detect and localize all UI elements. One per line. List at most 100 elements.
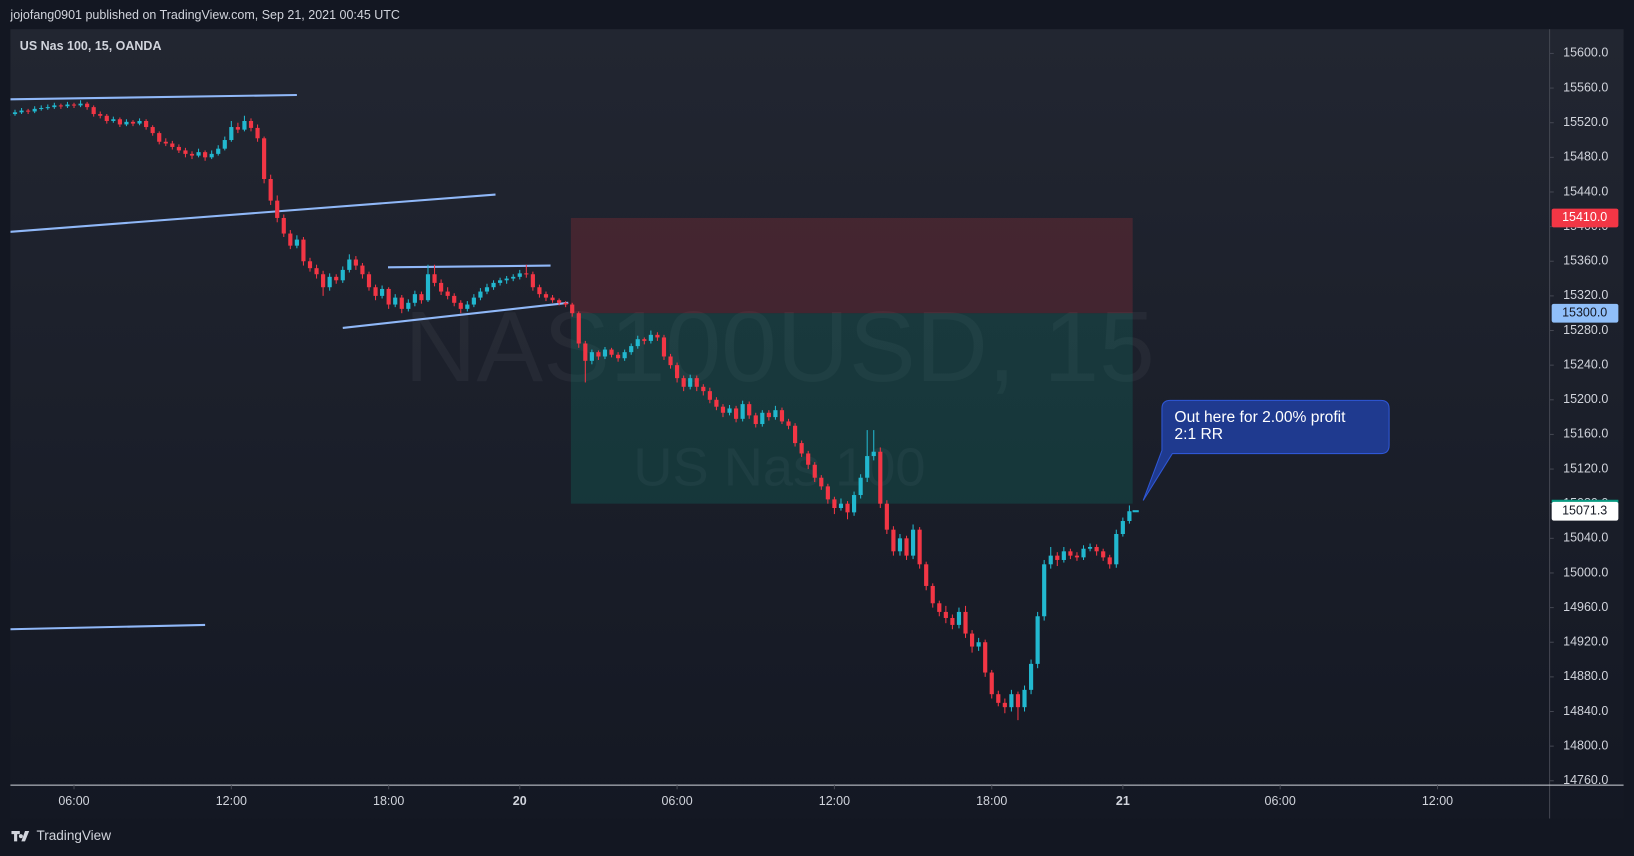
- candle-body: [517, 273, 522, 277]
- target-zone: [570, 313, 1133, 504]
- candle-body: [1002, 702, 1007, 708]
- candle-body: [91, 107, 96, 115]
- candle-body: [26, 110, 31, 112]
- candle-body: [347, 259, 352, 270]
- candle-body: [183, 150, 188, 154]
- candle-body: [144, 120, 149, 128]
- watermark: NAS100USD, 15: [404, 291, 1155, 403]
- candle-body: [806, 453, 811, 465]
- x-tick-label: 12:00: [819, 794, 850, 808]
- candle-body: [950, 617, 955, 625]
- candle-body: [216, 148, 221, 154]
- candle-body: [563, 302, 568, 305]
- candle-body: [688, 378, 693, 387]
- candle-body: [78, 103, 83, 106]
- candle-body: [865, 456, 870, 478]
- candle-body: [366, 274, 372, 288]
- stop-price-tag-bg: [1551, 208, 1619, 228]
- candle-body: [622, 352, 627, 359]
- candle-body: [694, 378, 699, 387]
- candle-body: [1074, 555, 1080, 558]
- y-tick-label: 14880.0: [1563, 669, 1608, 683]
- candle-body: [157, 133, 162, 142]
- y-tick-label: 14960.0: [1563, 600, 1608, 614]
- candle-body: [668, 356, 673, 366]
- candle-body: [937, 603, 942, 612]
- candle-body: [1028, 663, 1034, 690]
- x-tick-label: 18:00: [373, 794, 404, 808]
- candle-body: [943, 611, 948, 618]
- candle-body: [393, 297, 398, 305]
- stop-price-tag: 15410.0: [1562, 210, 1607, 224]
- candle-body: [85, 103, 90, 108]
- candle-body: [583, 343, 588, 361]
- brand-logo: [11, 830, 30, 842]
- trendline: [387, 264, 551, 269]
- candle-body: [740, 404, 745, 419]
- candle-body: [511, 276, 516, 279]
- candle-body: [1107, 557, 1112, 565]
- y-tick-label: 15040.0: [1563, 531, 1608, 545]
- candle-body: [334, 276, 339, 281]
- x-tick-label: 21: [1116, 794, 1130, 808]
- entry-price-tag: 15300.0: [1562, 305, 1607, 319]
- candle-body: [1114, 533, 1119, 565]
- last-price-tag-bg: [1551, 501, 1619, 521]
- candle-body: [209, 153, 214, 158]
- candle-body: [557, 300, 562, 303]
- y-tick-label: 14920.0: [1563, 635, 1608, 649]
- candle-body: [792, 425, 798, 444]
- candle-body: [648, 334, 653, 341]
- y-tick-label: 14800.0: [1563, 738, 1608, 752]
- y-tick-label: 14840.0: [1563, 704, 1608, 718]
- callout-line: Out here for 2.00% profit: [1174, 409, 1346, 426]
- candle-body: [1022, 689, 1027, 708]
- x-tick-label: 12:00: [1422, 794, 1453, 808]
- y-tick-label: 15560.0: [1563, 80, 1608, 94]
- candle-body: [714, 399, 719, 407]
- candle-body: [681, 378, 686, 387]
- candle-body: [1127, 511, 1132, 522]
- y-tick-label: 15360.0: [1563, 254, 1608, 268]
- candle-body: [602, 349, 608, 357]
- plot-area: [10, 93, 1133, 721]
- candle-body: [294, 239, 299, 246]
- callout-line: 2:1 RR: [1174, 426, 1223, 443]
- candle-body: [189, 153, 195, 156]
- y-tick-label: 15200.0: [1563, 392, 1608, 406]
- candle-body: [812, 464, 817, 478]
- candle-body: [10, 114, 11, 116]
- candle-body: [373, 287, 378, 296]
- candle-body: [642, 339, 647, 341]
- x-tick-label: 12:00: [216, 794, 247, 808]
- candle-body: [897, 538, 903, 552]
- candle-body: [924, 564, 929, 586]
- candle-body: [589, 352, 594, 361]
- candle-body: [537, 287, 542, 295]
- candle-body: [832, 499, 837, 509]
- candle-body: [858, 477, 863, 496]
- candle-body: [734, 408, 739, 419]
- candle-body: [1009, 694, 1014, 708]
- candle-body: [301, 239, 306, 262]
- candle-body: [399, 297, 404, 309]
- candle-body: [117, 119, 122, 125]
- candle-body: [1120, 521, 1125, 534]
- candle-body: [262, 138, 267, 179]
- candle-body: [1035, 616, 1040, 664]
- candle-body: [235, 127, 240, 130]
- candle-body: [12, 112, 18, 115]
- x-tick-label: 20: [513, 794, 527, 808]
- candle-body: [629, 346, 634, 353]
- candle-body: [380, 288, 385, 296]
- candle-body: [1042, 564, 1047, 617]
- candle-body: [910, 529, 916, 556]
- candle-body: [412, 294, 417, 303]
- candle-body: [491, 282, 496, 288]
- y-tick-label: 15480.0: [1563, 150, 1608, 164]
- candle-body: [530, 274, 535, 288]
- candle-body: [65, 104, 70, 107]
- y-tick-label: 14760.0: [1563, 773, 1608, 787]
- candle-body: [727, 408, 732, 413]
